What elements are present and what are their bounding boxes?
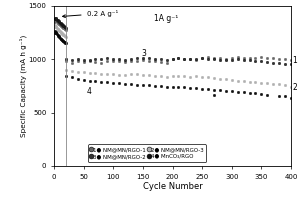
Text: 0.2 A g⁻¹: 0.2 A g⁻¹ (63, 10, 118, 18)
X-axis label: Cycle Number: Cycle Number (142, 182, 203, 191)
Text: 3: 3 (141, 49, 146, 58)
Text: 4: 4 (87, 87, 92, 96)
Y-axis label: Specific Capacity (mA h g⁻¹): Specific Capacity (mA h g⁻¹) (20, 35, 27, 137)
Text: 2: 2 (292, 83, 297, 92)
Text: 1: 1 (292, 56, 297, 65)
Legend: 1● NM@MN/RGO-1, 3● NM@MN/RGO-2, 2● NM@MN/RGO-3, 4● MnCO₃/RGO: 1● NM@MN/RGO-1, 3● NM@MN/RGO-2, 2● NM@MN… (88, 144, 206, 162)
Text: 1A g⁻¹: 1A g⁻¹ (154, 14, 179, 23)
